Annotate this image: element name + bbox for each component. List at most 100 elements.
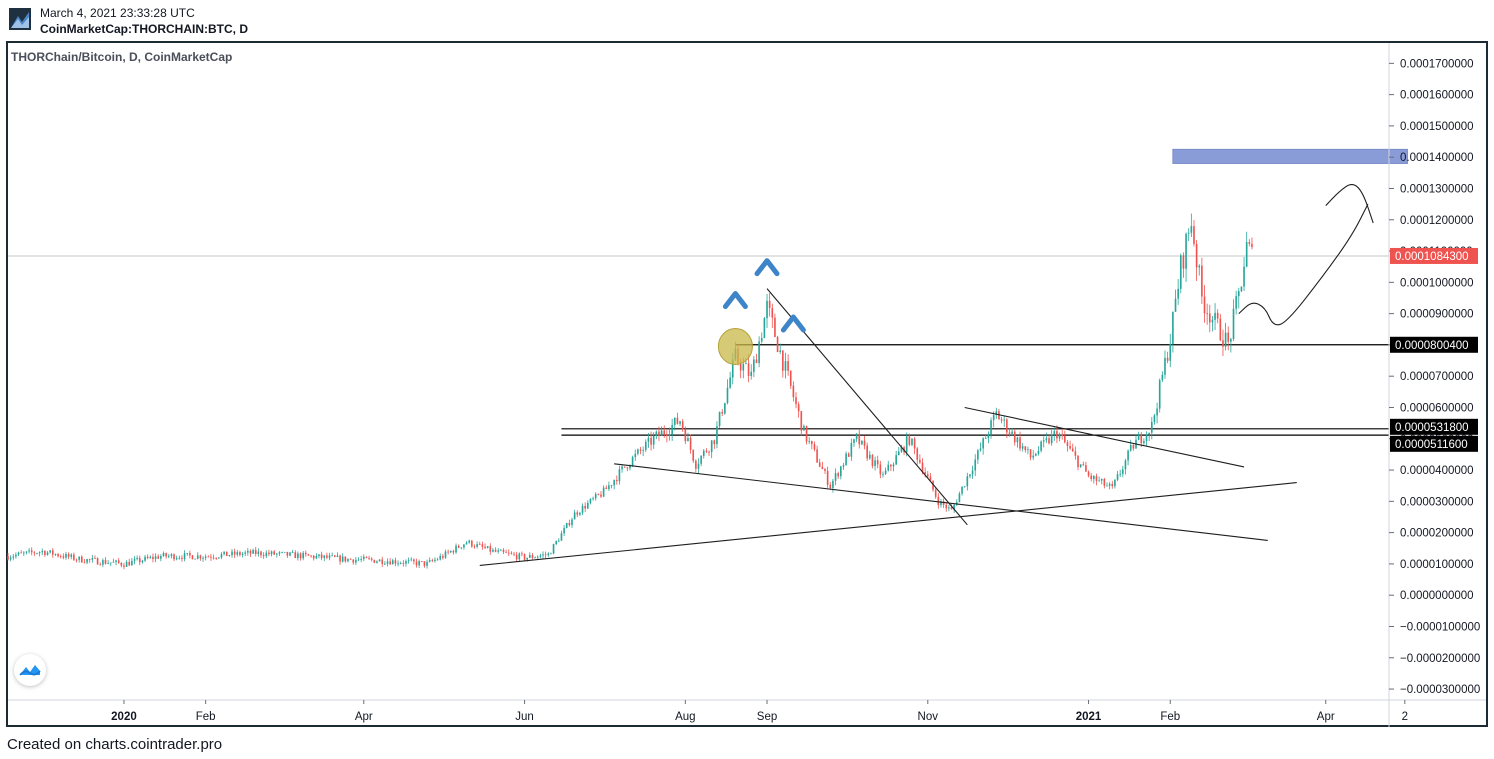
candle bbox=[1240, 286, 1243, 293]
candle-body bbox=[824, 469, 826, 471]
candle-body bbox=[405, 561, 407, 564]
candle-body bbox=[54, 554, 57, 555]
candle-body bbox=[1137, 434, 1140, 440]
candle-body bbox=[839, 466, 842, 477]
candle bbox=[1187, 228, 1190, 242]
candle-body bbox=[1198, 265, 1201, 268]
candle-body bbox=[497, 550, 500, 552]
candle bbox=[360, 555, 362, 563]
candle bbox=[834, 468, 837, 486]
trendline bbox=[479, 482, 1297, 567]
candle-body bbox=[705, 450, 708, 452]
candle bbox=[895, 450, 897, 466]
candle-body bbox=[386, 561, 389, 564]
candle-body bbox=[571, 519, 573, 526]
candle-body bbox=[1224, 332, 1227, 347]
candle-body bbox=[273, 551, 276, 555]
candle bbox=[405, 559, 407, 567]
candle-body bbox=[550, 553, 552, 555]
candle-body bbox=[560, 533, 563, 541]
candle bbox=[839, 465, 842, 480]
candle-body bbox=[1150, 422, 1153, 433]
candle bbox=[33, 551, 36, 557]
candle-body bbox=[189, 552, 191, 556]
candle bbox=[1013, 428, 1016, 446]
candle-body bbox=[813, 444, 816, 450]
candle bbox=[1227, 326, 1230, 351]
last-price-label-bg bbox=[1390, 247, 1478, 264]
candle-body bbox=[1027, 449, 1029, 451]
candle bbox=[639, 447, 642, 455]
candlestick-series bbox=[7, 213, 1253, 570]
candle-body bbox=[779, 350, 782, 352]
candle-body bbox=[1174, 298, 1177, 312]
candle bbox=[679, 420, 681, 427]
candle-body bbox=[283, 551, 286, 553]
candle-body bbox=[940, 501, 942, 506]
candle-body bbox=[1103, 478, 1106, 486]
last-price-label: 0.0001084300 bbox=[1395, 251, 1469, 263]
candle bbox=[1161, 371, 1164, 383]
candle bbox=[1166, 351, 1169, 364]
candle-body bbox=[832, 480, 834, 488]
candle-body bbox=[787, 361, 789, 371]
candle-body bbox=[247, 550, 249, 553]
candle bbox=[1185, 232, 1187, 282]
candle-body bbox=[990, 420, 992, 435]
candle-body bbox=[613, 480, 615, 486]
candle-body bbox=[934, 489, 937, 497]
candle bbox=[67, 552, 70, 560]
x-tick-label: Feb bbox=[196, 711, 216, 723]
candle bbox=[1008, 428, 1011, 437]
candle-body bbox=[897, 451, 900, 456]
candle-body bbox=[315, 556, 318, 559]
candle-body bbox=[1206, 313, 1208, 315]
projection-path bbox=[1238, 203, 1369, 326]
candle bbox=[289, 551, 291, 557]
candle bbox=[1103, 477, 1106, 489]
candle bbox=[297, 551, 299, 561]
candle bbox=[1116, 470, 1119, 482]
candle-body bbox=[729, 377, 731, 388]
candle-body bbox=[1222, 340, 1224, 347]
candle bbox=[294, 550, 297, 559]
candle-body bbox=[929, 476, 932, 481]
y-tick-label: −0.0000200000 bbox=[1400, 653, 1480, 665]
candle-body bbox=[17, 552, 20, 555]
candle bbox=[386, 558, 389, 567]
candle bbox=[344, 556, 347, 563]
candle-body bbox=[507, 552, 510, 554]
candle-body bbox=[639, 449, 642, 451]
candle-body bbox=[850, 442, 853, 457]
candle-body bbox=[692, 449, 695, 461]
candle bbox=[247, 547, 249, 556]
candle-body bbox=[618, 469, 621, 482]
candle-body bbox=[299, 553, 302, 559]
candle-body bbox=[465, 542, 468, 545]
candle bbox=[581, 503, 584, 516]
x-tick-label: Apr bbox=[1317, 711, 1335, 723]
candle-body bbox=[558, 540, 560, 542]
candle bbox=[91, 554, 94, 563]
candle-body bbox=[1156, 408, 1158, 416]
candle bbox=[115, 559, 117, 566]
tradingview-logo-button[interactable] bbox=[14, 654, 46, 686]
candle-body bbox=[1029, 449, 1032, 458]
candle bbox=[1087, 470, 1090, 478]
candle-body bbox=[882, 474, 884, 475]
candle bbox=[1090, 472, 1093, 482]
candle-body bbox=[370, 558, 373, 560]
candle bbox=[252, 548, 254, 554]
candle bbox=[576, 510, 579, 518]
candle-body bbox=[1132, 444, 1135, 449]
candle bbox=[1164, 350, 1166, 379]
candle-body bbox=[426, 561, 428, 566]
candle bbox=[102, 558, 104, 568]
candle bbox=[30, 547, 33, 556]
candle bbox=[1182, 252, 1185, 278]
candle-body bbox=[1095, 476, 1098, 481]
y-tick-label: 0.0000600000 bbox=[1400, 402, 1474, 414]
candle bbox=[721, 409, 724, 417]
candle-body bbox=[855, 433, 858, 440]
